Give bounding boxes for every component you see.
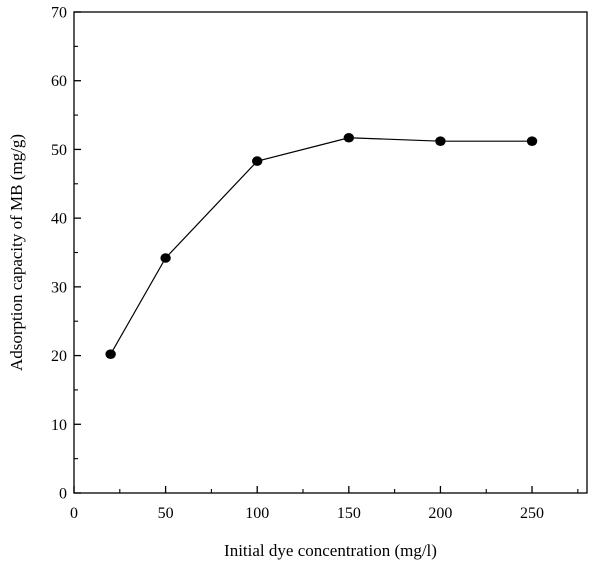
y-axis-tick-labels: 0 10 20 30 40 50 60 70: [51, 5, 67, 503]
y-axis-ticks: [74, 11, 81, 494]
data-point-100: [252, 156, 263, 166]
x-axis-ticks: [73, 486, 579, 493]
y-tick-label-70: 70: [51, 5, 67, 22]
plot-border: [73, 11, 588, 494]
y-tick-label-60: 60: [51, 73, 67, 90]
y-tick-label-40: 40: [51, 211, 67, 228]
x-tick-label-50: 50: [158, 505, 174, 522]
x-tick-label-0: 0: [70, 505, 78, 522]
data-point-200: [435, 136, 446, 146]
x-tick-label-100: 100: [245, 505, 269, 522]
data-point-50: [160, 253, 171, 263]
series-points: [105, 132, 538, 359]
y-tick-label-30: 30: [51, 279, 67, 296]
y-tick-label-50: 50: [51, 142, 67, 159]
data-point-150: [343, 132, 355, 143]
x-tick-label-250: 250: [520, 505, 544, 522]
series-lines: [110, 137, 533, 355]
y-axis-title: Adsorption capacity of MB (mg/g): [7, 134, 26, 371]
x-axis-tick-labels: 0 50 100 150 200 250: [70, 505, 544, 522]
x-tick-label-200: 200: [428, 505, 452, 522]
plot-frame: [73, 11, 588, 494]
data-point-20: [105, 349, 116, 359]
x-axis-title: Initial dye concentration (mg/l): [224, 541, 437, 560]
y-tick-label-20: 20: [51, 348, 67, 365]
y-tick-label-0: 0: [59, 486, 67, 503]
data-point-250: [526, 136, 538, 146]
x-tick-label-150: 150: [337, 505, 361, 522]
series-0-line: [110, 137, 533, 355]
y-tick-label-10: 10: [51, 417, 67, 434]
